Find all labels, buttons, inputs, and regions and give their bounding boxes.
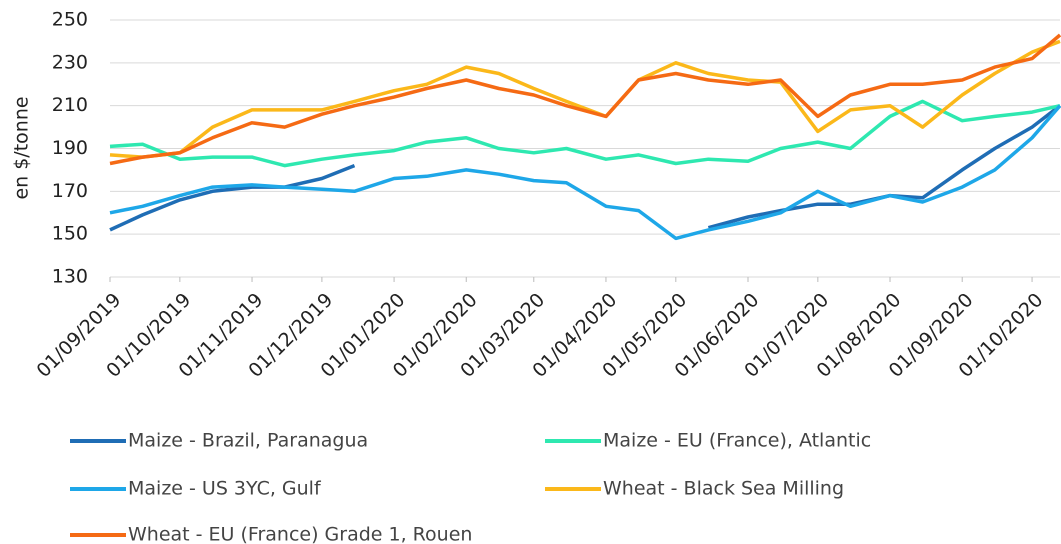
series-line xyxy=(109,39,1061,159)
legend-label: Wheat - EU (France) Grade 1, Rouen xyxy=(128,524,472,544)
y-tick-label: 190 xyxy=(52,137,88,159)
y-tick-label: 210 xyxy=(52,94,88,116)
y-axis-label: en $/tonne xyxy=(11,96,33,199)
y-tick-label: 170 xyxy=(52,180,88,202)
series-line xyxy=(109,33,1061,166)
legend-label: Maize - Brazil, Paranagua xyxy=(128,430,368,452)
legend-label: Maize - EU (France), Atlantic xyxy=(603,430,871,452)
y-tick-label: 250 xyxy=(52,9,88,31)
y-tick-label: 230 xyxy=(52,51,88,73)
legend-label: Wheat - Black Sea Milling xyxy=(603,478,844,500)
series-line xyxy=(109,99,1061,168)
legend-label: Maize - US 3YC, Gulf xyxy=(128,478,322,500)
y-tick-label: 150 xyxy=(52,223,88,245)
series-line xyxy=(109,104,1061,241)
y-tick-label: 130 xyxy=(52,266,88,288)
